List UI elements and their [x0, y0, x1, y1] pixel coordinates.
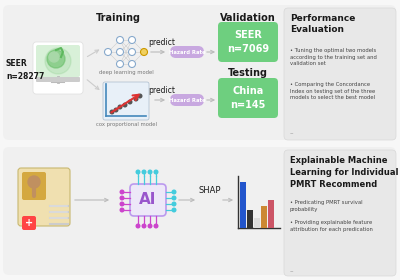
Circle shape	[172, 208, 176, 212]
Text: Hazard Rate: Hazard Rate	[169, 50, 205, 55]
FancyBboxPatch shape	[284, 150, 396, 276]
Text: predict: predict	[148, 38, 176, 47]
Text: Explainable Machine
Learning for Individual
PMRT Recommend: Explainable Machine Learning for Individ…	[290, 156, 398, 189]
Text: Performance
Evaluation: Performance Evaluation	[290, 14, 355, 34]
FancyBboxPatch shape	[22, 172, 46, 200]
Circle shape	[172, 190, 176, 194]
Text: +: +	[25, 218, 33, 228]
FancyBboxPatch shape	[33, 42, 83, 94]
Text: Training: Training	[96, 13, 140, 23]
Text: cox proportional model: cox proportional model	[96, 122, 156, 127]
Text: • Providing explainable feature
attribution for each predication: • Providing explainable feature attribut…	[290, 220, 373, 232]
Bar	[240, 182, 246, 228]
Circle shape	[154, 224, 158, 228]
Circle shape	[140, 48, 148, 55]
Bar	[268, 200, 274, 228]
FancyBboxPatch shape	[218, 78, 278, 118]
Circle shape	[120, 208, 124, 212]
Text: –: –	[290, 130, 294, 136]
Circle shape	[28, 176, 40, 188]
Circle shape	[123, 103, 127, 107]
Circle shape	[118, 105, 122, 109]
Circle shape	[136, 170, 140, 174]
FancyBboxPatch shape	[3, 5, 396, 140]
Circle shape	[134, 97, 138, 101]
FancyBboxPatch shape	[36, 45, 80, 77]
Text: Validation: Validation	[220, 13, 276, 23]
Circle shape	[110, 110, 114, 114]
Circle shape	[47, 50, 65, 68]
Text: SHAP: SHAP	[199, 186, 221, 195]
Text: SEER
n=28277: SEER n=28277	[6, 59, 44, 81]
FancyBboxPatch shape	[170, 94, 204, 106]
Circle shape	[120, 202, 124, 206]
Text: Hazard Rate: Hazard Rate	[169, 97, 205, 102]
Circle shape	[116, 48, 124, 55]
Circle shape	[148, 224, 152, 228]
Circle shape	[45, 48, 71, 74]
Circle shape	[138, 94, 142, 98]
Bar	[261, 206, 267, 228]
FancyBboxPatch shape	[170, 46, 204, 58]
Circle shape	[128, 36, 136, 43]
Text: • Predicating PMRT survival
probability: • Predicating PMRT survival probability	[290, 200, 363, 212]
FancyBboxPatch shape	[36, 77, 80, 82]
Circle shape	[49, 52, 59, 62]
Circle shape	[142, 170, 146, 174]
FancyBboxPatch shape	[3, 147, 396, 275]
Circle shape	[172, 202, 176, 206]
Circle shape	[128, 100, 132, 104]
FancyBboxPatch shape	[218, 22, 278, 62]
Circle shape	[136, 224, 140, 228]
Text: deep learning model: deep learning model	[99, 70, 153, 75]
Circle shape	[142, 224, 146, 228]
FancyBboxPatch shape	[284, 8, 396, 140]
Bar	[247, 210, 253, 228]
Text: • Tuning the optimal two models
according to the training set and
validation set: • Tuning the optimal two models accordin…	[290, 48, 377, 66]
FancyBboxPatch shape	[103, 82, 149, 120]
Text: predict: predict	[148, 86, 176, 95]
Circle shape	[154, 170, 158, 174]
Text: SEER
n=7069: SEER n=7069	[227, 30, 269, 54]
Circle shape	[128, 48, 136, 55]
Text: –: –	[290, 268, 294, 274]
Text: Testing: Testing	[228, 68, 268, 78]
FancyBboxPatch shape	[18, 168, 70, 226]
Bar	[254, 218, 260, 228]
Circle shape	[120, 196, 124, 200]
FancyBboxPatch shape	[22, 216, 36, 230]
Circle shape	[128, 60, 136, 67]
Circle shape	[148, 170, 152, 174]
Circle shape	[120, 190, 124, 194]
Circle shape	[114, 108, 118, 112]
FancyBboxPatch shape	[130, 184, 166, 216]
Text: • Comparing the Concordance
Index on testing set of the three
models to select t: • Comparing the Concordance Index on tes…	[290, 82, 375, 100]
Text: AI: AI	[139, 193, 157, 207]
Circle shape	[116, 36, 124, 43]
Circle shape	[104, 48, 112, 55]
Circle shape	[172, 196, 176, 200]
Circle shape	[116, 60, 124, 67]
Text: China
n=145: China n=145	[230, 86, 266, 110]
